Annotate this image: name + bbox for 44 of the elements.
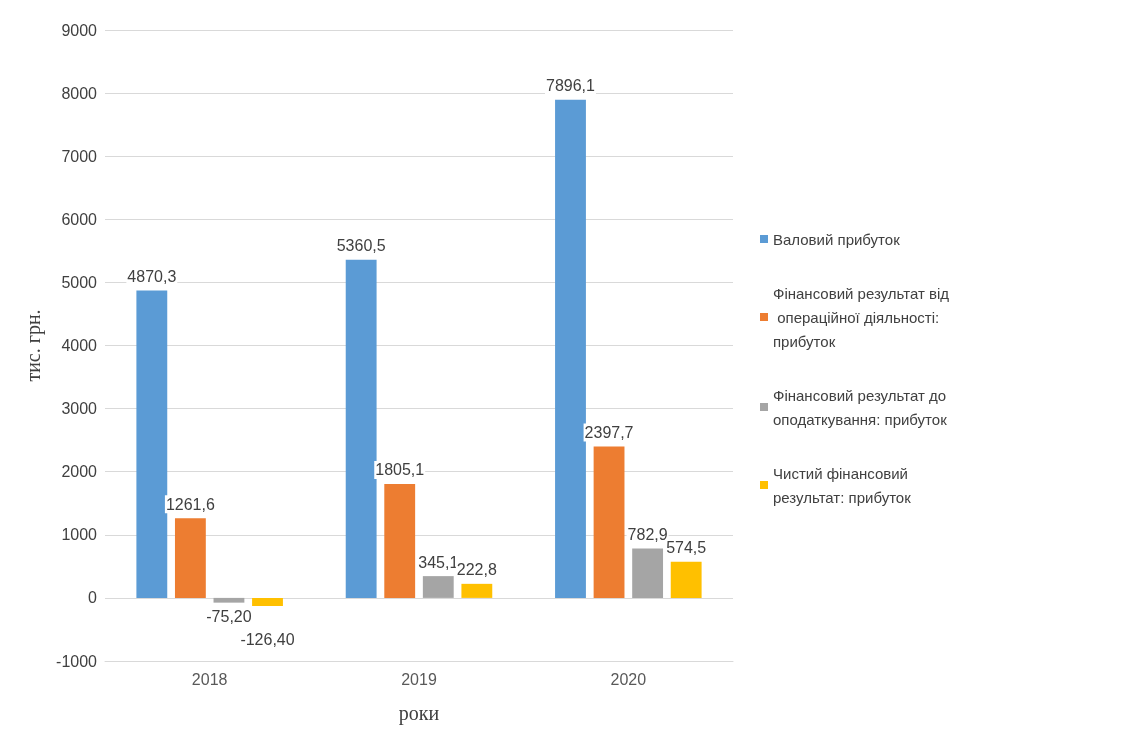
bar	[174, 518, 206, 598]
data-label: 222,8	[456, 561, 497, 579]
bar	[422, 576, 454, 598]
data-label: 5360,5	[336, 237, 386, 255]
y-tick-label: 4000	[61, 337, 98, 354]
data-label: 1261,6	[165, 495, 215, 513]
data-label: 4870,3	[127, 268, 177, 286]
y-tick-label: 8000	[61, 84, 98, 102]
bar	[252, 597, 283, 606]
legend-label: Чистий фінансовий результат: прибуток	[773, 464, 913, 506]
data-label: 345,1	[418, 553, 459, 571]
bar	[384, 484, 416, 598]
x-tick-label: 2018	[191, 670, 228, 688]
data-label: -126,40	[240, 631, 295, 649]
bar	[632, 548, 664, 598]
data-label: 7896,1	[546, 77, 596, 95]
bar	[670, 561, 702, 598]
bar	[213, 597, 245, 603]
y-tick-label: 3000	[61, 400, 98, 418]
y-tick-label: 2000	[61, 463, 98, 481]
data-label: 574,5	[666, 539, 707, 557]
bar	[136, 290, 168, 598]
y-tick-label: 0	[88, 589, 98, 607]
legend-label: Фінансовий результат до оподаткування: прибуток	[773, 386, 951, 428]
legend-label: Валовий прибуток	[773, 230, 901, 248]
y-tick-label: 6000	[61, 210, 98, 228]
y-tick-label: -1000	[56, 652, 98, 670]
data-label: 1805,1	[375, 461, 425, 479]
y-tick-label: 1000	[61, 526, 98, 544]
bar	[461, 583, 493, 598]
x-axis-title: роки	[398, 702, 440, 725]
data-label: 782,9	[627, 526, 668, 543]
data-label: -75,20	[206, 608, 252, 626]
bar	[555, 99, 586, 598]
bar	[593, 446, 625, 598]
bar	[345, 259, 377, 598]
y-axis-title: тис. грн.	[22, 309, 45, 382]
x-tick-label: 2020	[610, 670, 647, 688]
legend-label: Фінансовий результат від операційної діяльності: прибуток	[773, 284, 950, 350]
data-label: 2397,7	[584, 424, 634, 442]
y-tick-label: 9000	[61, 21, 98, 39]
y-tick-label: 7000	[61, 147, 98, 165]
x-tick-label: 2019	[401, 670, 437, 688]
y-tick-label: 5000	[61, 273, 98, 291]
